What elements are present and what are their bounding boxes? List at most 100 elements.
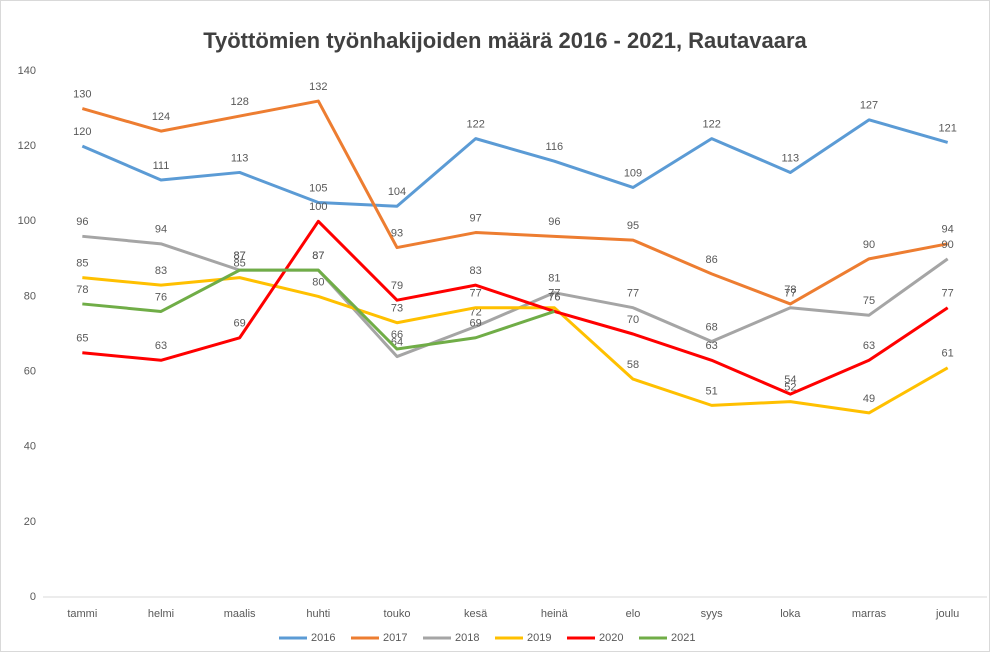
data-label: 116 [546,141,564,153]
x-tick-label: marras [852,608,887,620]
x-tick-label: elo [626,608,641,620]
legend-label: 2018 [455,632,479,644]
data-label: 69 [470,318,482,330]
x-tick-label: loka [780,608,801,620]
series-line [82,268,555,351]
data-label: 83 [155,265,167,277]
data-label: 49 [863,393,875,405]
data-label: 100 [309,201,327,213]
data-label: 68 [706,321,718,333]
data-label: 76 [155,291,167,303]
x-tick-label: kesä [464,608,488,620]
data-label: 127 [860,100,878,112]
data-label: 96 [548,216,560,228]
series-line [82,276,949,415]
x-tick-label: syys [701,608,724,620]
y-tick-label: 0 [30,591,36,603]
data-label: 113 [782,152,800,164]
data-label: 87 [234,250,246,262]
data-label: 77 [470,288,482,300]
y-tick-label: 20 [24,516,36,528]
y-tick-label: 120 [18,140,36,152]
data-label: 61 [942,348,954,360]
data-label: 54 [784,374,796,386]
data-label: 52 [784,382,796,394]
data-label: 80 [312,276,324,288]
data-label: 105 [309,182,327,194]
series-line [81,99,948,306]
x-tick-label: maalis [224,608,256,620]
data-label: 90 [863,239,875,251]
x-tick-label: helmi [148,608,174,620]
data-label: 77 [942,288,954,300]
series-line [82,234,949,359]
y-tick-label: 140 [18,65,36,77]
data-label: 58 [627,359,639,371]
y-tick-label: 100 [18,215,36,227]
data-label: 90 [942,239,954,251]
data-label: 122 [702,119,720,131]
data-label: 76 [548,291,560,303]
legend-label: 2017 [383,632,407,644]
data-label: 96 [76,216,88,228]
data-label: 66 [391,329,403,341]
data-label: 113 [231,152,249,164]
data-label: 86 [706,254,718,266]
data-label: 95 [627,220,639,232]
legend-label: 2021 [671,632,695,644]
x-tick-label: joulu [935,608,959,620]
data-label: 73 [391,303,403,315]
data-label: 93 [391,227,403,239]
series-line [81,118,949,208]
data-label: 77 [627,288,639,300]
data-label: 51 [706,385,718,397]
data-label: 70 [627,314,639,326]
legend-label: 2016 [311,632,335,644]
data-label: 81 [548,273,560,285]
data-label: 69 [234,318,246,330]
data-label: 94 [155,224,167,236]
data-label: 128 [230,96,248,108]
data-label: 87 [234,250,246,262]
y-tick-label: 80 [24,290,36,302]
data-label: 87 [312,250,324,262]
data-label: 77 [548,288,560,300]
data-label: 78 [784,284,796,296]
legend-label: 2020 [599,632,623,644]
data-label: 109 [624,167,642,179]
data-label: 76 [548,291,560,303]
y-tick-label: 60 [24,365,36,377]
data-label: 120 [73,126,91,138]
series-line [82,219,949,396]
x-tick-label: touko [384,608,411,620]
x-tick-label: heinä [541,608,569,620]
legend-label: 2019 [527,632,551,644]
x-tick-label: huhti [306,608,330,620]
data-label: 85 [76,258,88,270]
data-label: 77 [784,288,796,300]
data-label: 111 [153,160,170,172]
data-label: 132 [309,81,327,93]
x-tick-label: tammi [67,608,97,620]
data-label: 130 [73,88,91,100]
data-label: 97 [470,212,482,224]
data-label: 78 [76,284,88,296]
data-label: 63 [706,340,718,352]
data-label: 83 [470,265,482,277]
data-label: 85 [234,258,246,270]
data-label: 124 [152,111,170,123]
y-tick-label: 40 [24,441,36,453]
chart-title: Työttömien työnhakijoiden määrä 2016 - 2… [203,28,807,53]
data-label: 63 [155,340,167,352]
data-label: 94 [942,224,954,236]
data-label: 75 [863,295,875,307]
data-label: 79 [391,280,403,292]
data-label: 121 [938,122,956,134]
data-label: 87 [312,250,324,262]
data-label: 122 [466,119,484,131]
data-label: 104 [388,186,406,198]
data-label: 65 [76,333,88,345]
data-label: 63 [863,340,875,352]
